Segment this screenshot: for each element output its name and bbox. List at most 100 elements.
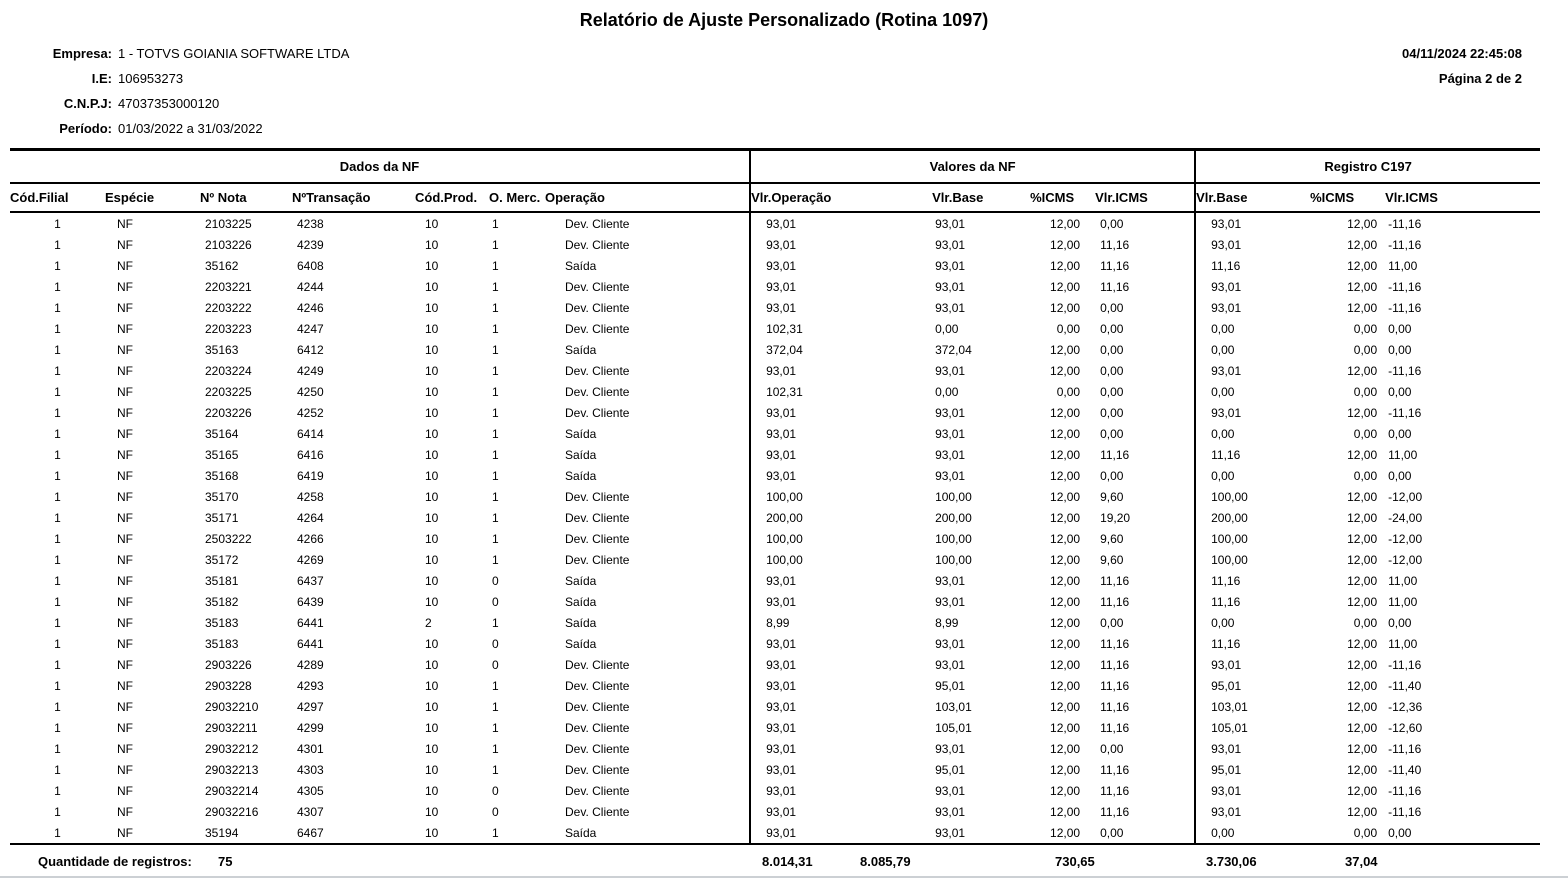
cell-n-nota: 35165 bbox=[205, 447, 239, 462]
cell-operacao: Dev. Cliente bbox=[565, 678, 630, 693]
cell-vlr-base-c197: 11,16 bbox=[1194, 633, 1311, 654]
cell-vlr-icms-c197: 11,00 bbox=[1388, 447, 1418, 462]
cell-vlr-icms-nf: 0,00 bbox=[1100, 426, 1124, 441]
col-header-vlr-operacao: Vlr.Operação bbox=[749, 183, 921, 213]
cell-operacao: Dev. Cliente bbox=[565, 321, 630, 336]
cell-vlr-icms-c197: -11,16 bbox=[1388, 804, 1422, 819]
cell-vlr-icms-nf: 0,00 bbox=[1100, 468, 1124, 483]
cell-especie: NF bbox=[117, 468, 133, 483]
cell-vlr-icms-nf: 11,16 bbox=[1100, 657, 1130, 672]
cell-vlr-icms-nf: 0,00 bbox=[1100, 216, 1124, 231]
cell-pct-icms-nf: 12,00 bbox=[1050, 657, 1081, 672]
cell-especie: NF bbox=[117, 216, 133, 231]
cell-vlr-icms-nf: 11,16 bbox=[1100, 447, 1130, 462]
cell-operacao: Dev. Cliente bbox=[565, 762, 630, 777]
cell-operacao: Saída bbox=[565, 342, 597, 357]
cell-cod-filial: 1 bbox=[54, 825, 61, 840]
cell-vlr-icms-c197: 11,00 bbox=[1388, 573, 1418, 588]
cell-vlr-base-c197: 100,00 bbox=[1194, 528, 1311, 549]
cell-vlr-operacao: 93,01 bbox=[749, 801, 921, 822]
table-row: 1 NF 35168 6419 10 1 Saída 93,01 93,01 12,00 0,0… bbox=[10, 465, 1540, 486]
cell-pct-icms-c197: 12,00 bbox=[1347, 762, 1378, 777]
cell-o-merc: 1 bbox=[492, 531, 499, 546]
cell-o-merc: 1 bbox=[492, 720, 499, 735]
cell-operacao: Saída bbox=[565, 258, 597, 273]
cell-n-nota: 2203222 bbox=[205, 300, 252, 315]
cell-operacao: Dev. Cliente bbox=[565, 783, 630, 798]
cell-cod-filial: 1 bbox=[54, 594, 61, 609]
cell-pct-icms-nf: 12,00 bbox=[1050, 678, 1081, 693]
cell-vlr-icms-nf: 11,16 bbox=[1100, 237, 1130, 252]
cell-vlr-base-nf: 372,04 bbox=[935, 342, 972, 357]
cell-vlr-icms-nf: 9,60 bbox=[1100, 552, 1124, 567]
cnpj-label: C.N.P.J: bbox=[63, 96, 112, 111]
periodo-label: Período: bbox=[59, 121, 112, 136]
cell-pct-icms-nf: 12,00 bbox=[1050, 405, 1081, 420]
cell-vlr-base-nf: 0,00 bbox=[935, 384, 959, 399]
cell-cod-filial: 1 bbox=[54, 741, 61, 756]
cell-n-transacao: 6441 bbox=[297, 636, 324, 651]
cell-n-nota: 35172 bbox=[205, 552, 239, 567]
cell-vlr-operacao: 100,00 bbox=[749, 528, 921, 549]
cell-n-transacao: 6408 bbox=[297, 258, 324, 273]
table-row: 1 NF 35164 6414 10 1 Saída 93,01 93,01 12,00 0,0… bbox=[10, 423, 1540, 444]
cell-o-merc: 0 bbox=[492, 594, 499, 609]
col-header-vlr-base-c197: Vlr.Base bbox=[1194, 183, 1311, 213]
cell-pct-icms-nf: 12,00 bbox=[1050, 636, 1081, 651]
cell-vlr-icms-c197: -11,16 bbox=[1388, 300, 1422, 315]
cell-n-nota: 2103225 bbox=[205, 216, 252, 231]
cell-pct-icms-c197: 12,00 bbox=[1347, 405, 1378, 420]
cell-n-transacao: 4246 bbox=[297, 300, 324, 315]
cell-o-merc: 1 bbox=[492, 762, 499, 777]
cell-n-nota: 29032211 bbox=[205, 720, 258, 735]
cell-vlr-icms-nf: 11,16 bbox=[1100, 783, 1130, 798]
cell-vlr-operacao: 93,01 bbox=[749, 402, 921, 423]
cell-n-transacao: 6414 bbox=[297, 426, 324, 441]
table-body: 1 NF 2103225 4238 10 1 Dev. Cliente 93,01 93,0… bbox=[10, 212, 1540, 844]
cell-cod-filial: 1 bbox=[54, 363, 61, 378]
cell-vlr-icms-nf: 11,16 bbox=[1100, 573, 1130, 588]
cell-pct-icms-c197: 0,00 bbox=[1353, 825, 1378, 840]
cell-o-merc: 1 bbox=[492, 258, 499, 273]
cell-n-transacao: 4301 bbox=[297, 741, 324, 756]
cell-pct-icms-c197: 0,00 bbox=[1353, 342, 1378, 357]
group-header-registro-c197: Registro C197 bbox=[1194, 149, 1541, 184]
cell-vlr-icms-nf: 11,16 bbox=[1100, 804, 1130, 819]
cell-vlr-base-c197: 93,01 bbox=[1194, 738, 1311, 759]
cell-vlr-operacao: 93,01 bbox=[749, 570, 921, 591]
total-vlr-icms-nf: 730,65 bbox=[1055, 854, 1095, 869]
cell-cod-prod: 10 bbox=[425, 678, 439, 693]
cell-vlr-operacao: 93,01 bbox=[749, 276, 921, 297]
cell-n-nota: 35183 bbox=[205, 636, 239, 651]
cell-pct-icms-nf: 0,00 bbox=[1056, 384, 1081, 399]
cell-vlr-operacao: 93,01 bbox=[749, 759, 921, 780]
cell-vlr-icms-nf: 11,16 bbox=[1100, 678, 1130, 693]
cell-cod-filial: 1 bbox=[54, 279, 61, 294]
cell-n-transacao: 4307 bbox=[297, 804, 324, 819]
cell-especie: NF bbox=[117, 279, 133, 294]
cell-vlr-base-nf: 105,01 bbox=[935, 720, 972, 735]
cell-o-merc: 0 bbox=[492, 636, 499, 651]
cell-o-merc: 1 bbox=[492, 405, 499, 420]
ie-value: 106953273 bbox=[118, 71, 184, 86]
cell-o-merc: 1 bbox=[492, 489, 499, 504]
cell-n-nota: 2203225 bbox=[205, 384, 252, 399]
cell-cod-prod: 10 bbox=[425, 594, 439, 609]
table-row: 1 NF 35183 6441 2 1 Saída 8,99 8,99 12,00 0,00 0… bbox=[10, 612, 1540, 633]
cell-vlr-icms-nf: 9,60 bbox=[1100, 489, 1124, 504]
meta-row-periodo: Período: 01/03/2022 a 31/03/2022 bbox=[0, 116, 349, 141]
cell-cod-prod: 10 bbox=[425, 657, 439, 672]
cell-vlr-operacao: 372,04 bbox=[749, 339, 921, 360]
cell-cod-prod: 10 bbox=[425, 426, 439, 441]
cell-pct-icms-nf: 12,00 bbox=[1050, 720, 1081, 735]
cell-n-nota: 35162 bbox=[205, 258, 239, 273]
cell-vlr-base-nf: 95,01 bbox=[935, 762, 966, 777]
cell-operacao: Dev. Cliente bbox=[565, 699, 630, 714]
cell-vlr-operacao: 200,00 bbox=[749, 507, 921, 528]
record-count-value: 75 bbox=[218, 854, 233, 869]
cell-o-merc: 1 bbox=[492, 510, 499, 525]
cell-vlr-base-c197: 0,00 bbox=[1194, 339, 1311, 360]
cell-pct-icms-c197: 12,00 bbox=[1347, 363, 1378, 378]
cell-pct-icms-nf: 12,00 bbox=[1050, 468, 1081, 483]
totals-row: Quantidade de registros: 75 8.014,31 8.0… bbox=[0, 845, 1568, 878]
